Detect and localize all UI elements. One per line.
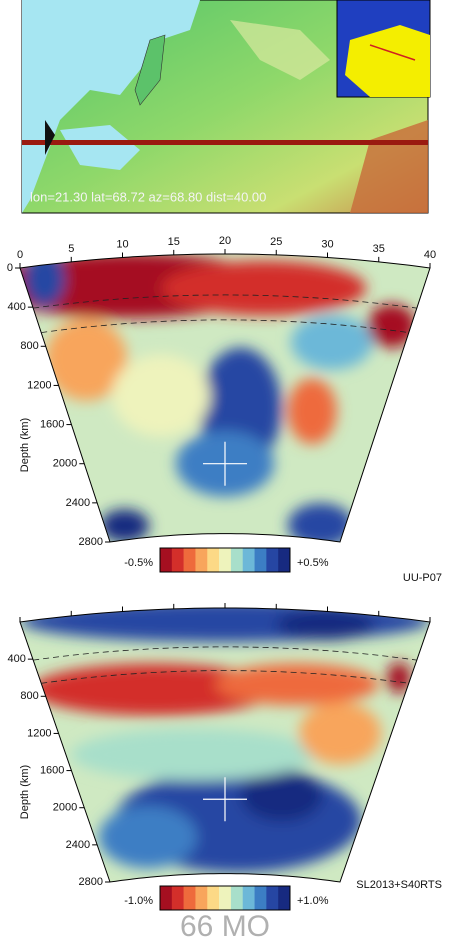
depth-tick-label: 2400 [66,497,90,509]
depth-tick-label: 1200 [27,379,51,391]
colorbar-swatch [183,548,196,572]
profile-line [22,140,428,145]
colorbar-swatch [195,548,208,572]
colorbar-swatch [278,548,291,572]
colorbar-swatch [254,886,267,910]
sea [60,125,140,170]
colorbar-swatch [171,886,184,910]
anomalies [20,254,417,542]
depth-tick-label: 800 [20,690,38,702]
highland [230,20,330,80]
depth-tick-label: 1600 [40,418,64,430]
anomaly [98,805,198,869]
anomaly [240,769,323,822]
discontinuity [41,319,409,333]
cross-marker [203,441,247,486]
colorbar-swatch [195,886,208,910]
colorbar-swatch [278,886,291,910]
anomaly [70,728,317,781]
discontinuity [33,646,417,661]
anomaly [290,314,373,370]
depth-tick-label: 0 [7,262,13,274]
anomaly [111,354,211,437]
anomaly [367,303,417,348]
colorbar-min-label: -1.0% [124,895,153,907]
colorbar-min-label: -0.5% [124,557,153,569]
start-marker [45,120,55,155]
colorbar-swatch [266,886,279,910]
anomaly [386,662,412,694]
colorbar-swatch [230,548,244,572]
anomaly [287,378,337,445]
colorbar-max-label: +0.5% [297,557,329,569]
colorbar-swatch [242,886,255,910]
colorbar-swatch [171,548,184,572]
depth-tick-label: 800 [20,340,38,352]
colorbar-swatch [242,548,255,572]
colorbar-swatch [266,548,279,572]
model-name: SL2013+S40RTS [356,879,442,891]
colorbar-swatch [207,548,220,572]
depth-tick-label: 400 [7,301,25,313]
colorbar-frame [159,547,291,573]
depth-tick-label: 1200 [27,727,51,739]
colorbar-swatch [160,548,173,572]
cross-section: 400 800 1200 1600 2000 2400 2800 Depth (km) -1.0… [7,603,442,911]
colorbar-swatch [219,886,232,910]
colorbar-swatch [207,886,220,910]
depth-tick-label: 2800 [79,876,103,888]
model-name: UU-P07 [403,572,442,584]
cross-section: 05 10 15 20 25 30 3540040080012001600200024002… [7,235,442,584]
map: lon=21.30 lat=68.72 az=68.80 dist=40.00 [21,0,431,214]
distance-tick-label: 40 [424,249,436,261]
section-outline [19,253,431,543]
anomalies [20,608,430,873]
colorbar-max-label: +1.0% [297,895,329,907]
anomaly [214,663,379,706]
anomaly [161,260,367,316]
colorbar-swatch [183,886,196,910]
colorbar: -0.5% +0.5% [124,547,329,573]
map-label: lon=21.30 lat=68.72 az=68.80 dist=40.00 [30,189,266,204]
cross-marker [203,777,247,822]
sea [22,0,200,213]
anomaly [100,509,150,542]
depth-tick-label: 2000 [53,802,77,814]
distance-tick-label: 25 [270,236,282,248]
colorbar-frame [159,885,291,911]
depth-tick-label: 2800 [79,536,103,548]
distance-tick-label: 0 [17,249,23,261]
colorbar-swatch [160,886,173,910]
distance-tick-label: 15 [168,236,180,248]
section-outline [19,607,431,883]
distance-tick-label: 35 [373,243,385,255]
colorbar: -1.0% +1.0% [124,885,329,911]
distance-tick-label: 10 [116,238,128,250]
depth-tick-label: 2400 [66,839,90,851]
inset-map [336,0,431,98]
depth-tick-label: 400 [7,653,25,665]
anomaly [45,318,128,401]
anomaly [30,663,277,716]
distance-tick-label: 20 [219,235,231,247]
tomography [20,254,430,542]
colorbar-swatch [254,548,267,572]
depth-axis-label: Depth (km) [19,765,31,819]
island [134,34,166,106]
anomaly [287,503,354,542]
distance-tick-label: 30 [321,238,333,250]
distance-tick-label: 5 [68,243,74,255]
colorbar-swatch [219,548,232,572]
depth-tick-label: 2000 [53,458,77,470]
discontinuity [33,294,417,309]
depth-tick-label: 1600 [40,764,64,776]
anomaly [276,609,375,641]
depth-axis-label: Depth (km) [19,418,31,472]
footer-label: 66 MO [180,910,270,943]
anomaly [299,701,382,765]
discontinuity [41,670,409,684]
colorbar-swatch [230,886,244,910]
